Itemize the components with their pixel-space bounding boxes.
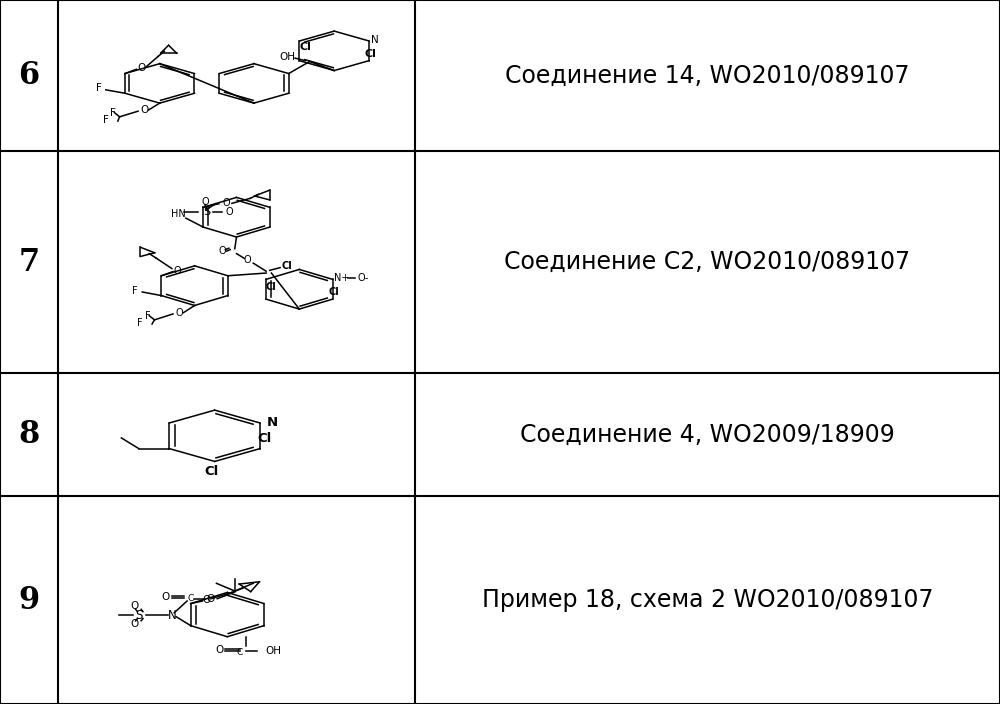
Text: F: F <box>103 115 109 125</box>
Text: O: O <box>131 619 139 629</box>
Text: O: O <box>162 592 170 602</box>
Text: C: C <box>188 594 194 603</box>
Text: O: O <box>226 208 233 218</box>
Text: 7: 7 <box>18 246 40 278</box>
Text: S: S <box>136 608 143 622</box>
Text: Cl: Cl <box>329 287 340 297</box>
Text: O: O <box>215 645 223 655</box>
Text: O: O <box>140 106 148 115</box>
Text: OH: OH <box>266 646 282 656</box>
Text: Cl: Cl <box>257 432 272 446</box>
Text: O: O <box>203 595 211 605</box>
Text: F: F <box>145 311 150 321</box>
Text: Cl: Cl <box>282 261 292 271</box>
Text: O: O <box>207 593 215 604</box>
Text: N+: N+ <box>334 273 349 284</box>
Text: N: N <box>168 608 177 622</box>
Text: O: O <box>175 308 183 318</box>
Text: F: F <box>137 318 142 329</box>
Text: Cl: Cl <box>204 465 218 477</box>
Text: N: N <box>267 417 278 429</box>
Text: S: S <box>203 208 210 218</box>
Text: Cl: Cl <box>300 42 312 53</box>
Text: O: O <box>201 196 209 206</box>
Text: O: O <box>222 199 230 208</box>
Text: 6: 6 <box>18 60 40 92</box>
Text: O: O <box>219 246 226 256</box>
Text: Пример 18, схема 2 WO2010/089107: Пример 18, схема 2 WO2010/089107 <box>482 588 933 612</box>
Text: F: F <box>110 108 116 118</box>
Text: O-: O- <box>358 273 369 284</box>
Text: 8: 8 <box>18 419 40 451</box>
Text: Соединение С2, WO2010/089107: Соединение С2, WO2010/089107 <box>504 250 911 275</box>
Text: Соединение 14, WO2010/089107: Соединение 14, WO2010/089107 <box>505 63 910 88</box>
Text: Соединение 4, WO2009/18909: Соединение 4, WO2009/18909 <box>520 422 895 447</box>
Text: Cl: Cl <box>365 49 377 59</box>
Text: C: C <box>237 648 243 657</box>
Text: O: O <box>131 601 139 611</box>
Text: 9: 9 <box>18 584 40 616</box>
Text: Cl: Cl <box>266 282 277 291</box>
Text: N: N <box>371 35 379 45</box>
Text: HN: HN <box>171 208 186 219</box>
Text: O: O <box>173 265 181 276</box>
Text: F: F <box>132 286 138 296</box>
Text: OH: OH <box>279 52 295 62</box>
Text: O: O <box>137 63 145 73</box>
Text: O: O <box>243 256 251 265</box>
Text: F: F <box>96 84 102 94</box>
